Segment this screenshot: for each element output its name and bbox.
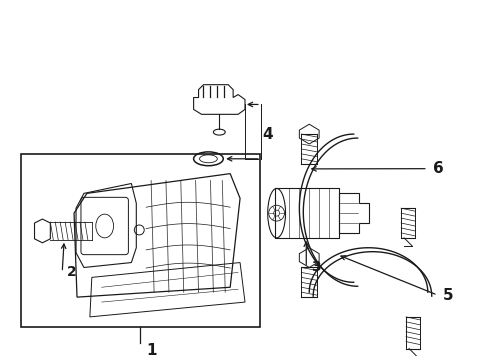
Text: 2: 2 bbox=[67, 265, 77, 279]
Text: 1: 1 bbox=[146, 343, 157, 358]
Text: 5: 5 bbox=[442, 288, 453, 303]
Text: 4: 4 bbox=[263, 127, 273, 141]
Bar bbox=[21, 154, 260, 327]
Text: 3: 3 bbox=[311, 261, 321, 274]
Bar bbox=[274, 188, 339, 238]
Text: 6: 6 bbox=[433, 161, 443, 176]
